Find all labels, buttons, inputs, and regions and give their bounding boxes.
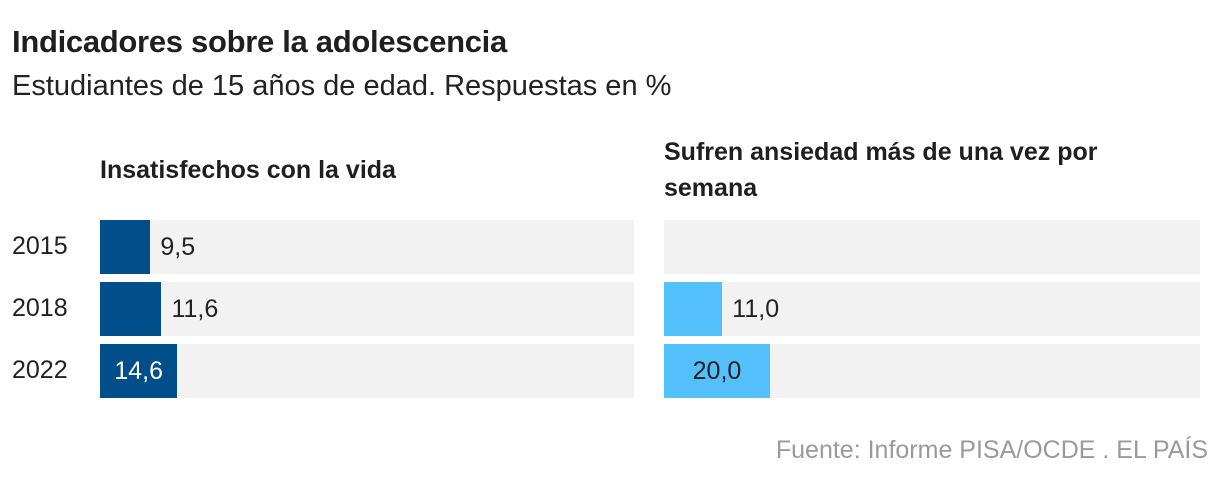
bar [100, 344, 178, 398]
bar-track: 11,0 [664, 282, 1200, 336]
bar-value-label: 11,6 [171, 295, 219, 323]
chart-subtitle: Estudiantes de 15 años de edad. Respuest… [12, 70, 672, 102]
panel-title-insatisfechos: Insatisfechos con la vida [100, 156, 396, 184]
bar [100, 220, 151, 274]
source-note: Fuente: Informe PISA/OCDE . EL PAÍS [775, 436, 1208, 464]
bar-track: 9,5 [100, 220, 634, 274]
bar [664, 344, 770, 398]
panel-title-ansiedad: Sufren ansiedad más de una vez por seman… [664, 138, 1098, 202]
bar-track: 14,6 [100, 344, 634, 398]
bar-track: 11,6 [100, 282, 634, 336]
year-label: 2018 [12, 294, 68, 322]
bar-track: 20,0 [664, 344, 1200, 398]
bar [664, 282, 723, 336]
bar-track [664, 220, 1200, 274]
year-label: 2015 [12, 232, 68, 260]
chart-title: Indicadores sobre la adolescencia [12, 24, 507, 59]
bar-value-label: 11,0 [732, 295, 780, 323]
bar-value-label: 14,6 [114, 357, 164, 385]
bar [100, 282, 162, 336]
bar-value-label: 9,5 [160, 233, 196, 261]
bar-value-label: 20,0 [692, 357, 742, 385]
year-label: 2022 [12, 356, 68, 384]
